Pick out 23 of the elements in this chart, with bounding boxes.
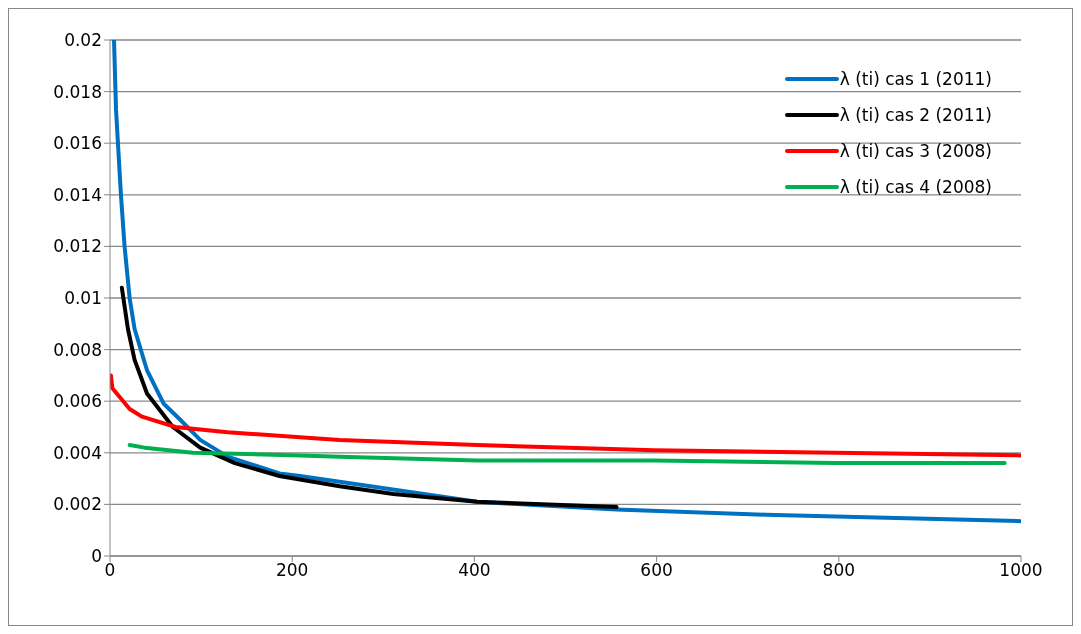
y-tick-label: 0.014 [53, 184, 102, 205]
legend-label: λ (ti) cas 4 (2008) [839, 177, 992, 197]
line-series [127, 443, 1007, 466]
x-tick-label: 800 [822, 560, 856, 581]
y-tick-label: 0 [91, 546, 102, 567]
y-tick-label: 0.002 [53, 494, 102, 515]
y-tick-label: 0.01 [64, 288, 102, 309]
y-tick-label: 0.016 [53, 133, 102, 154]
legend-label: λ (ti) cas 1 (2011) [839, 69, 992, 89]
x-tick-label: 600 [640, 560, 673, 581]
legend-label: λ (ti) cas 2 (2011) [839, 105, 992, 125]
x-tick-label: 0 [104, 560, 116, 581]
x-tick-label: 200 [275, 560, 309, 581]
y-tick-label: 0.006 [53, 391, 102, 412]
y-tick-label: 0.02 [64, 30, 102, 51]
line-series [119, 285, 619, 509]
legend-label: λ (ti) cas 3 (2008) [839, 141, 992, 161]
y-tick-label: 0.012 [53, 236, 102, 257]
y-tick-label: 0.018 [53, 81, 102, 102]
x-tick-label: 400 [458, 560, 491, 581]
y-tick-label: 0.004 [53, 442, 102, 463]
y-tick-label: 0.008 [53, 339, 102, 360]
x-tick-label: 1000 [999, 560, 1043, 581]
